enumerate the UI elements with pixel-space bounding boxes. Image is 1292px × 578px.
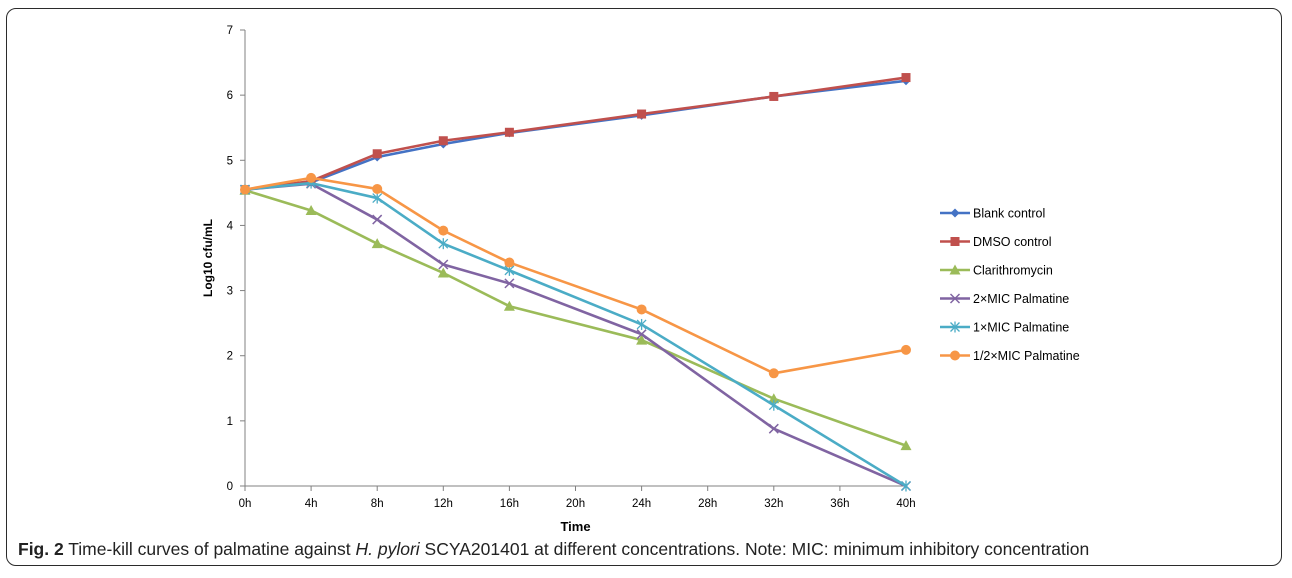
series-4: [240, 177, 911, 492]
legend-label: 1×MIC Palmatine: [973, 321, 1069, 335]
caption-text-after: SCYA201401 at different concentrations. …: [419, 539, 1090, 559]
data-point: [503, 300, 515, 311]
data-point: [437, 267, 449, 278]
data-point: [371, 238, 383, 249]
x-tick-label: 32h: [764, 498, 783, 510]
marker-stroke: [504, 278, 515, 289]
caption-italic: H. pylori: [355, 539, 420, 559]
y-tick-label: 2: [227, 351, 233, 363]
series-5: [240, 172, 911, 379]
data-point: [636, 318, 647, 330]
data-point: [901, 73, 911, 83]
marker-stroke: [768, 423, 779, 434]
y-tick-label: 1: [227, 416, 233, 428]
x-tick-label: 0h: [239, 498, 252, 510]
legend-item: 1/2×MIC Palmatine: [940, 349, 1080, 363]
data-point: [372, 183, 383, 194]
y-tick-label: 3: [227, 286, 233, 298]
x-tick-label: 12h: [434, 498, 453, 510]
legend-label: Clarithromycin: [973, 264, 1053, 278]
data-point: [372, 149, 382, 159]
legend-label: Blank control: [973, 207, 1045, 221]
x-tick-label: 28h: [698, 498, 717, 510]
x-tick-label: 20h: [566, 498, 585, 510]
series-line: [244, 181, 907, 488]
x-tick-label: 4h: [305, 498, 318, 510]
legend: Blank control DMSO control Clarithromycin 2…: [940, 207, 1080, 363]
data-point: [504, 278, 515, 289]
series-0: [240, 76, 911, 195]
series-line: [244, 182, 907, 488]
data-point: [949, 264, 961, 275]
legend-item: Clarithromycin: [940, 264, 1053, 278]
y-tick-label: 5: [227, 155, 233, 167]
y-tick-label: 6: [227, 90, 233, 102]
data-point: [901, 344, 911, 355]
x-tick-label: 24h: [632, 498, 651, 510]
data-point: [769, 91, 779, 101]
series-line: [244, 76, 907, 191]
data-point: [636, 334, 648, 345]
y-axis-label: Log10 cfu/mL: [201, 219, 215, 297]
data-point: [900, 440, 912, 451]
figure-frame: [6, 8, 1282, 566]
data-point: [949, 293, 961, 304]
data-point: [372, 192, 383, 204]
marker-stroke: [636, 329, 647, 340]
data-point: [768, 368, 779, 379]
x-axis-label: Time: [560, 519, 590, 534]
data-point: [950, 321, 960, 333]
data-point: [768, 399, 779, 411]
data-point: [950, 350, 960, 361]
caption-text-before: Time-kill curves of palmatine against: [63, 539, 356, 559]
data-point: [950, 237, 960, 246]
data-point: [636, 304, 647, 315]
data-point: [438, 259, 449, 270]
series-line: [244, 79, 907, 191]
data-point: [372, 214, 383, 225]
data-point: [240, 184, 250, 195]
figure-caption: Fig. 2 Time-kill curves of palmatine aga…: [18, 539, 1089, 560]
data-point: [438, 238, 449, 250]
y-tick-label: 0: [227, 481, 233, 493]
data-point: [504, 127, 514, 137]
caption-label: Fig. 2: [18, 539, 64, 559]
marker-stroke: [949, 293, 961, 304]
data-point: [636, 329, 647, 340]
series-line: [244, 176, 907, 375]
x-tick-label: 36h: [830, 498, 849, 510]
series-2: [239, 184, 912, 451]
legend-label: 2×MIC Palmatine: [973, 292, 1069, 306]
marker-stroke: [372, 214, 383, 225]
data-point: [306, 172, 317, 183]
legend-label: 1/2×MIC Palmatine: [973, 349, 1080, 363]
data-point: [504, 257, 515, 268]
data-point: [901, 480, 911, 492]
y-tick-label: 7: [227, 25, 233, 37]
data-point: [438, 136, 448, 146]
legend-item: 2×MIC Palmatine: [940, 292, 1069, 306]
series-line: [244, 189, 907, 447]
marker-stroke: [438, 259, 449, 270]
x-tick-label: 8h: [371, 498, 384, 510]
legend-item: Blank control: [940, 207, 1045, 221]
series-1: [240, 73, 911, 195]
data-point: [305, 204, 317, 215]
axes: 0 1 2 3 4 5 6 7 0h 4h 8h 12h 16h 20h 24h 28h 32h 36h 40h: [227, 25, 916, 510]
data-point: [637, 109, 647, 119]
x-tick-label: 16h: [500, 498, 519, 510]
legend-label: DMSO control: [973, 235, 1052, 249]
data-point: [768, 393, 780, 404]
legend-item: 1×MIC Palmatine: [940, 321, 1069, 335]
data-point: [438, 225, 449, 236]
series-layer: [239, 73, 912, 492]
data-point: [768, 423, 779, 434]
data-point: [950, 208, 960, 218]
y-tick-label: 4: [227, 220, 234, 232]
legend-item: DMSO control: [940, 235, 1052, 249]
x-tick-label: 40h: [896, 498, 915, 510]
